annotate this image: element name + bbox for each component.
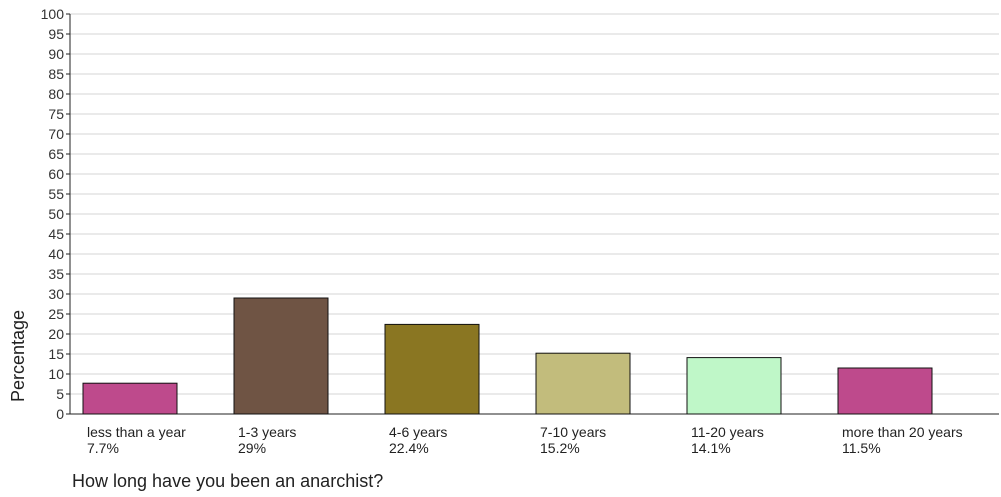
y-tick-label: 40 <box>48 246 64 262</box>
category-label: 11-20 years <box>691 424 764 440</box>
bar <box>384 323 480 415</box>
gridlines <box>70 13 999 395</box>
y-tick-label: 0 <box>56 406 64 422</box>
y-tick-label: 65 <box>48 146 64 162</box>
y-tick-label: 60 <box>48 166 64 182</box>
y-tick-label: 10 <box>48 366 64 382</box>
y-tick-label: 70 <box>48 126 64 142</box>
value-label: 22.4% <box>389 440 429 456</box>
y-tick-label: 35 <box>48 266 64 282</box>
y-tick-label: 45 <box>48 226 64 242</box>
y-tick-label: 75 <box>48 106 64 122</box>
x-axis-label: How long have you been an anarchist? <box>72 471 383 491</box>
y-tick-label: 85 <box>48 66 64 82</box>
value-label: 29% <box>238 440 266 456</box>
category-label: 4-6 years <box>389 424 447 440</box>
bar <box>686 357 782 415</box>
value-label: 11.5% <box>842 440 881 456</box>
category-label: more than 20 years <box>842 424 963 440</box>
y-tick-label: 50 <box>48 206 64 222</box>
y-tick-label: 5 <box>56 386 64 402</box>
category-label: 1-3 years <box>238 424 296 440</box>
category-label: 7-10 years <box>540 424 606 440</box>
y-axis-label: Percentage <box>8 310 28 402</box>
y-tick-label: 80 <box>48 86 64 102</box>
value-label: 7.7% <box>87 440 119 456</box>
y-tick-label: 15 <box>48 346 64 362</box>
bars <box>82 297 933 415</box>
bar <box>233 297 329 415</box>
y-tick-label: 55 <box>48 186 64 202</box>
category-label: less than a year <box>87 424 186 440</box>
y-tick-label: 30 <box>48 286 64 302</box>
y-tick-label: 90 <box>48 46 64 62</box>
y-tick-label: 25 <box>48 306 64 322</box>
y-tick-label: 95 <box>48 26 64 42</box>
bar <box>837 367 933 415</box>
value-label: 15.2% <box>540 440 580 456</box>
y-tick-label: 20 <box>48 326 64 342</box>
y-tick-label: 100 <box>41 6 65 22</box>
y-axis-ticks: 0 5 10 15 20 25 30 35 40 45 50 55 60 65 70 75 80 85 90 95 10… <box>41 6 70 422</box>
value-label: 14.1% <box>691 440 731 456</box>
bar <box>82 382 178 415</box>
bar <box>535 352 631 415</box>
